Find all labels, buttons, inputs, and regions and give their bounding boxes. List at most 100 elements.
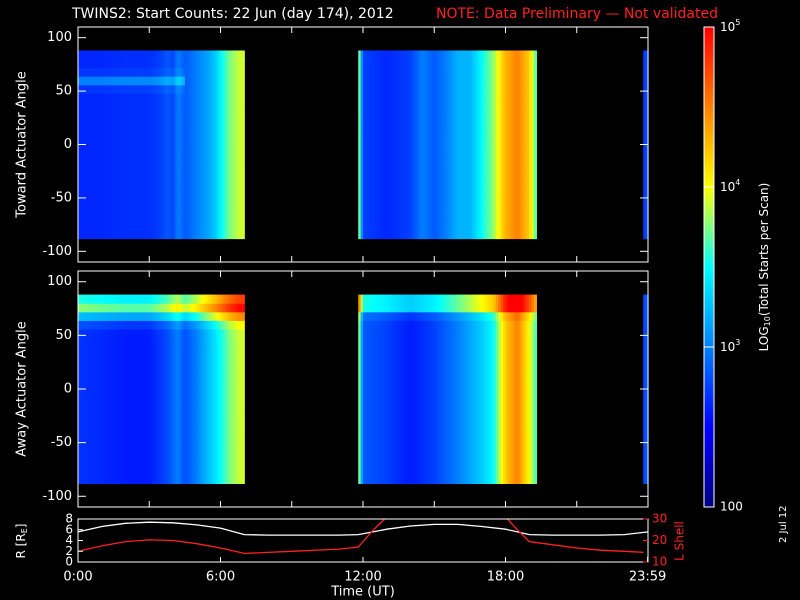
- heatmap-cell: [173, 76, 176, 86]
- heatmap-cell: [386, 229, 390, 240]
- heatmap-cell: [208, 346, 212, 356]
- heatmap-cell: [125, 440, 129, 450]
- heatmap-cell: [146, 449, 150, 459]
- heatmap-cell: [142, 320, 146, 330]
- heatmap-cell: [97, 93, 100, 103]
- heatmap-cell: [367, 371, 371, 382]
- heatmap-cell: [106, 195, 110, 205]
- heatmap-cell: [239, 311, 243, 321]
- heatmap-cell: [503, 127, 507, 137]
- heatmap-cell: [241, 195, 245, 205]
- heatmap-cell: [232, 380, 236, 390]
- heatmap-cell: [225, 93, 229, 103]
- heatmap-cell: [239, 303, 243, 313]
- heatmap-cell: [360, 303, 364, 313]
- heatmap-cell: [201, 389, 205, 399]
- heatmap-cell: [182, 93, 186, 103]
- heatmap-cell: [123, 84, 127, 94]
- heatmap-cell: [85, 380, 89, 390]
- heatmap-cell: [222, 221, 226, 231]
- heatmap-cell: [125, 320, 129, 330]
- heatmap-cell: [220, 229, 224, 240]
- heatmap-cell: [189, 423, 193, 433]
- heatmap-cell: [500, 110, 504, 120]
- heatmap-cell: [82, 84, 86, 94]
- heatmap-cell: [237, 195, 241, 205]
- heatmap-cell: [189, 311, 193, 321]
- heatmap-cell: [192, 229, 195, 240]
- heatmap-cell: [372, 423, 376, 433]
- heatmap-cell: [113, 466, 117, 476]
- heatmap-cell: [360, 423, 364, 433]
- heatmap-cell: [189, 153, 193, 163]
- heatmap-cell: [208, 337, 212, 347]
- heatmap-cell: [358, 59, 362, 69]
- heatmap-cell: [156, 346, 160, 356]
- heatmap-cell: [177, 127, 181, 137]
- heatmap-cell: [458, 67, 461, 77]
- heatmap-cell: [225, 371, 229, 382]
- heatmap-cell: [180, 457, 184, 467]
- heatmap-cell: [372, 320, 376, 330]
- heatmap-cell: [472, 93, 476, 103]
- heatmap-cell: [123, 449, 127, 459]
- heatmap-cell: [358, 380, 362, 390]
- heatmap-cell: [165, 431, 169, 442]
- heatmap-cell: [469, 221, 473, 231]
- heatmap-cell: [106, 320, 110, 330]
- heatmap-cell: [372, 178, 376, 188]
- heatmap-cell: [370, 337, 374, 347]
- heatmap-cell: [484, 187, 488, 197]
- heatmap-cell: [158, 337, 162, 347]
- heatmap-cell: [170, 93, 174, 103]
- heatmap-cell: [436, 204, 440, 214]
- heatmap-cell: [227, 449, 231, 459]
- heatmap-cell: [481, 212, 485, 223]
- heatmap-cell: [170, 67, 174, 77]
- heatmap-cell: [137, 423, 141, 433]
- heatmap-cell: [415, 76, 419, 86]
- heatmap-cell: [108, 127, 112, 137]
- heatmap-cell: [498, 229, 502, 240]
- heatmap-cell: [170, 204, 174, 214]
- heatmap-cell: [101, 371, 105, 382]
- heatmap-cell: [97, 457, 100, 467]
- heatmap-cell: [104, 457, 108, 467]
- heatmap-cell: [180, 449, 184, 459]
- heatmap-cell: [360, 67, 364, 77]
- heatmap-cell: [377, 170, 381, 180]
- heatmap-cell: [398, 76, 402, 86]
- heatmap-cell: [232, 414, 236, 424]
- heatmap-cell: [443, 59, 447, 69]
- heatmap-cell: [189, 389, 193, 399]
- heatmap-cell: [101, 153, 105, 163]
- heatmap-cell: [458, 110, 461, 120]
- heatmap-cell: [137, 170, 141, 180]
- heatmap-cell: [127, 311, 131, 321]
- heatmap-cell: [163, 178, 167, 188]
- heatmap-cell: [154, 187, 157, 197]
- heatmap-cell: [149, 187, 153, 197]
- heatmap-cell: [85, 178, 89, 188]
- heatmap-cell: [85, 50, 89, 60]
- heatmap-cell: [479, 187, 483, 197]
- heatmap-cell: [363, 414, 366, 424]
- heatmap-cell: [420, 178, 423, 188]
- heatmap-cell: [158, 363, 162, 373]
- heatmap-cell: [135, 474, 138, 484]
- heatmap-cell: [374, 50, 378, 60]
- heatmap-cell: [232, 127, 236, 137]
- heatmap-cell: [448, 178, 452, 188]
- heatmap-cell: [206, 76, 210, 86]
- heatmap-cell: [374, 337, 378, 347]
- heatmap-cell: [510, 170, 514, 180]
- heatmap-cell: [517, 229, 521, 240]
- heatmap-cell: [173, 144, 176, 154]
- heatmap-cell: [401, 178, 404, 188]
- heatmap-cell: [439, 67, 442, 77]
- heatmap-cell: [135, 337, 138, 347]
- heatmap-cell: [154, 389, 157, 399]
- heatmap-cell: [496, 50, 499, 60]
- heatmap-cell: [111, 320, 115, 330]
- heatmap-cell: [85, 354, 89, 364]
